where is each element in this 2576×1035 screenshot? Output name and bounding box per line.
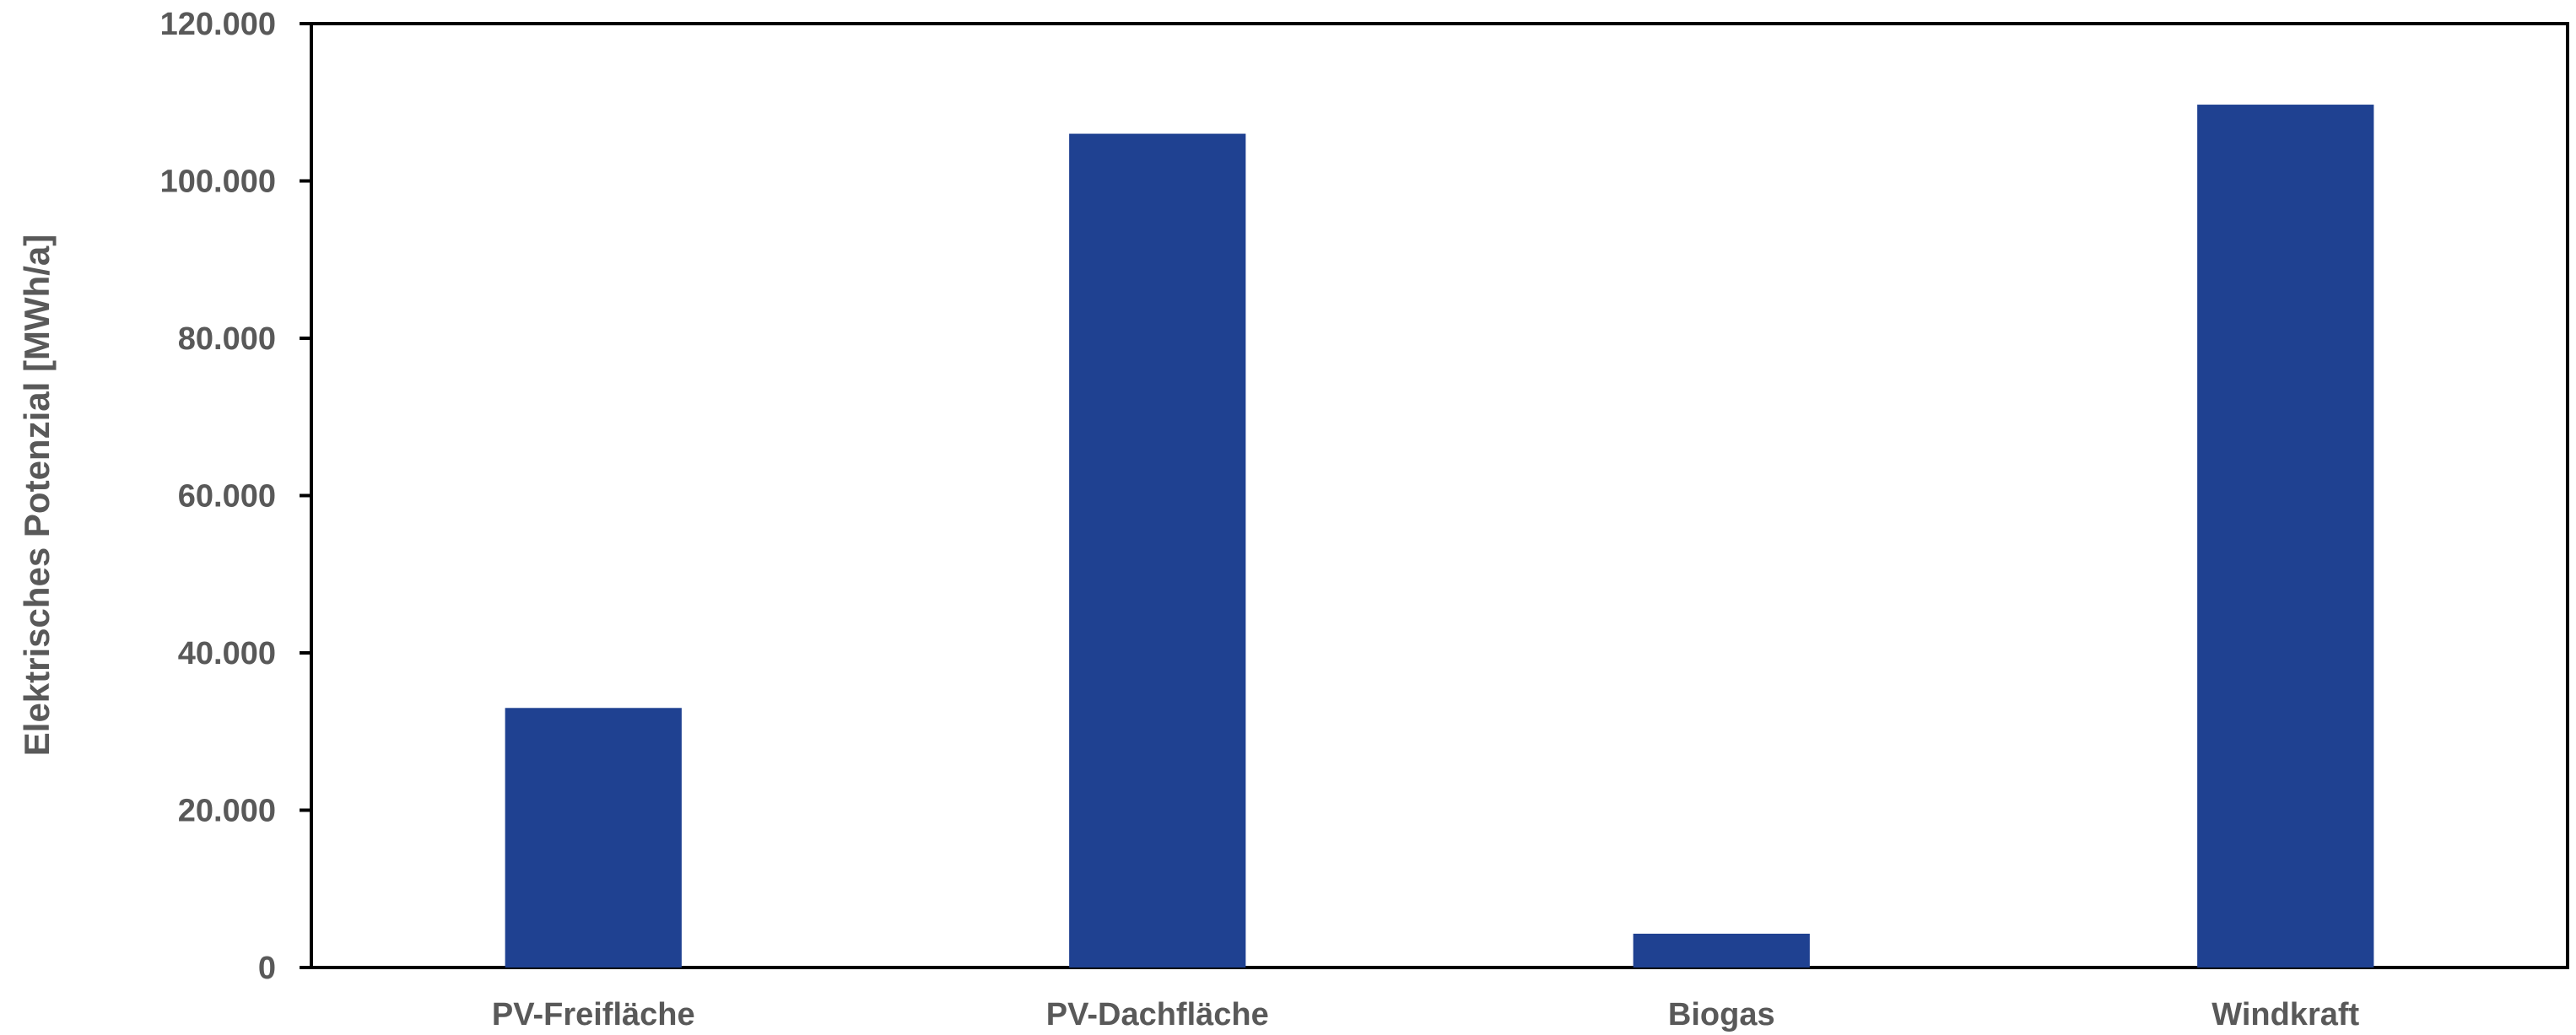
x-tick-label: PV-Freifläche (492, 997, 695, 1032)
y-tick-label: 60.000 (178, 479, 276, 515)
bars (505, 105, 2374, 968)
y-tick-label: 100.000 (160, 164, 276, 200)
x-tick-label: Biogas (1668, 997, 1775, 1032)
x-tick-label: PV-Dachfläche (1046, 997, 1269, 1032)
x-axis-labels: PV-Freifläche PV-Dachfläche Biogas Windkraf… (492, 997, 2360, 1032)
y-axis-title: Elektrisches Potenzial [MWh/a] (17, 234, 57, 756)
y-tick-label: 80.000 (178, 321, 276, 357)
bar-1 (505, 708, 682, 968)
y-tick-label: 0 (258, 951, 276, 986)
bar-2 (1069, 134, 1245, 968)
bar-3 (1634, 934, 1810, 968)
y-tick-label: 40.000 (178, 636, 276, 671)
x-tick-label: Windkraft (2211, 997, 2359, 1032)
y-tick-label: 120.000 (160, 7, 276, 42)
bar-4 (2197, 105, 2373, 968)
y-axis-ticks: 0 20.000 40.000 60.000 80.000 100.000 120.000 (160, 7, 311, 986)
y-tick-label: 20.000 (178, 794, 276, 829)
